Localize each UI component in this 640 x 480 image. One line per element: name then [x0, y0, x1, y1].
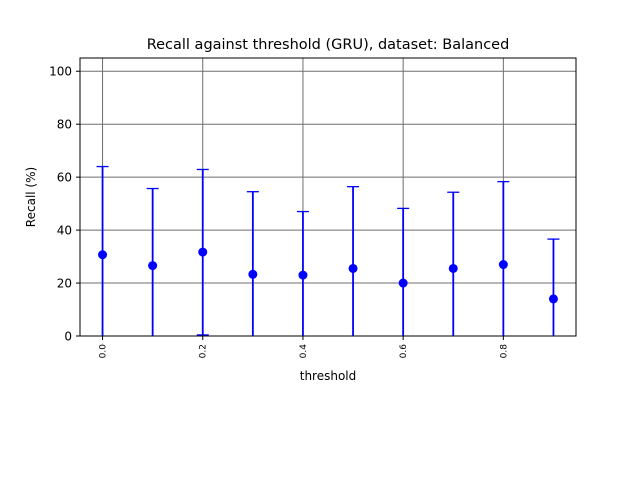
- y-tick-label: 60: [57, 171, 72, 185]
- data-point: [398, 278, 408, 288]
- plot-frame: [79, 57, 577, 337]
- y-tick-label: 100: [49, 65, 72, 79]
- data-point: [498, 260, 508, 270]
- data-point: [448, 263, 458, 273]
- grid-lines: [80, 58, 576, 337]
- x-axis-label: threshold: [300, 369, 357, 383]
- x-tick-label: 0.4: [299, 344, 309, 359]
- data-point: [348, 263, 358, 273]
- x-tick-label: 0.8: [499, 344, 509, 359]
- data-point: [198, 247, 208, 257]
- data-point: [298, 270, 308, 280]
- x-tick-label: 0.2: [199, 344, 209, 358]
- x-axis-ticks: 0.0 0.2 0.4 0.6 0.8: [99, 336, 509, 359]
- y-axis-label: Recall (%): [24, 167, 38, 227]
- y-axis-ticks: 0 20 40 60 80 100: [49, 65, 80, 344]
- y-tick-label: 40: [57, 224, 72, 238]
- y-tick-label: 80: [57, 118, 72, 132]
- data-point: [148, 261, 158, 271]
- chart-title: Recall against threshold (GRU), dataset:…: [147, 37, 510, 53]
- data-point: [548, 294, 558, 304]
- x-tick-label: 0.0: [99, 344, 109, 359]
- x-tick-label: 0.6: [399, 344, 409, 359]
- y-tick-label: 20: [57, 277, 72, 291]
- y-tick-label: 0: [64, 330, 72, 344]
- data-points: [98, 247, 558, 304]
- data-point: [248, 269, 258, 279]
- error-bars: [96, 165, 560, 336]
- data-point: [98, 250, 108, 260]
